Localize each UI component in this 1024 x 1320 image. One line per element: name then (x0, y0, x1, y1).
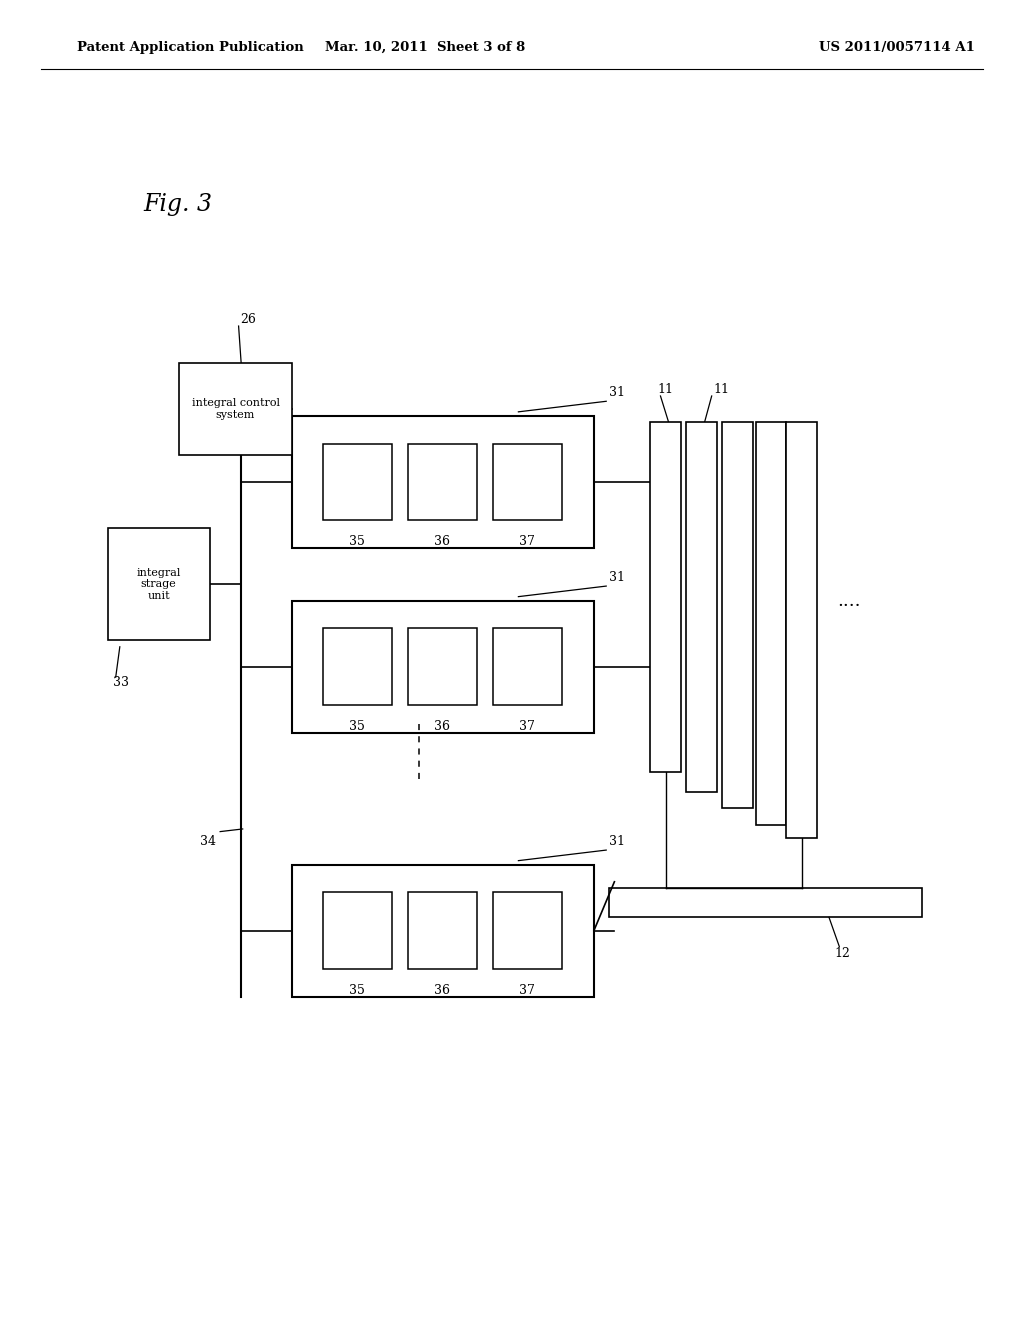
Text: Mar. 10, 2011  Sheet 3 of 8: Mar. 10, 2011 Sheet 3 of 8 (325, 41, 525, 54)
Text: 12: 12 (835, 946, 850, 960)
FancyBboxPatch shape (323, 444, 392, 520)
Text: ....: .... (838, 591, 861, 610)
FancyBboxPatch shape (756, 422, 786, 825)
Text: 36: 36 (434, 535, 451, 548)
FancyBboxPatch shape (292, 865, 594, 997)
Text: 35: 35 (349, 535, 366, 548)
Text: 34: 34 (200, 834, 216, 847)
Text: 37: 37 (519, 719, 536, 733)
Text: 11: 11 (714, 383, 730, 396)
FancyBboxPatch shape (408, 892, 477, 969)
Text: Fig. 3: Fig. 3 (143, 193, 212, 216)
Text: 26: 26 (241, 313, 257, 326)
Text: 31: 31 (609, 834, 626, 847)
Text: integral control
system: integral control system (191, 399, 280, 420)
FancyBboxPatch shape (292, 416, 594, 548)
FancyBboxPatch shape (686, 422, 717, 792)
Text: 36: 36 (434, 719, 451, 733)
FancyBboxPatch shape (108, 528, 210, 640)
Text: 31: 31 (609, 570, 626, 583)
FancyBboxPatch shape (323, 628, 392, 705)
FancyBboxPatch shape (179, 363, 292, 455)
Text: 35: 35 (349, 719, 366, 733)
Text: 35: 35 (349, 983, 366, 997)
FancyBboxPatch shape (493, 444, 562, 520)
FancyBboxPatch shape (408, 628, 477, 705)
FancyBboxPatch shape (323, 892, 392, 969)
Text: Patent Application Publication: Patent Application Publication (77, 41, 303, 54)
FancyBboxPatch shape (786, 422, 817, 838)
FancyBboxPatch shape (408, 444, 477, 520)
FancyBboxPatch shape (609, 888, 922, 917)
FancyBboxPatch shape (493, 628, 562, 705)
FancyBboxPatch shape (650, 422, 681, 772)
Text: US 2011/0057114 A1: US 2011/0057114 A1 (819, 41, 975, 54)
FancyBboxPatch shape (292, 601, 594, 733)
Text: 37: 37 (519, 983, 536, 997)
Text: 11: 11 (657, 383, 674, 396)
Text: 31: 31 (609, 385, 626, 399)
Text: 36: 36 (434, 983, 451, 997)
FancyBboxPatch shape (722, 422, 753, 808)
FancyBboxPatch shape (493, 892, 562, 969)
Text: integral
strage
unit: integral strage unit (136, 568, 181, 601)
Text: 33: 33 (113, 676, 129, 689)
Text: 37: 37 (519, 535, 536, 548)
